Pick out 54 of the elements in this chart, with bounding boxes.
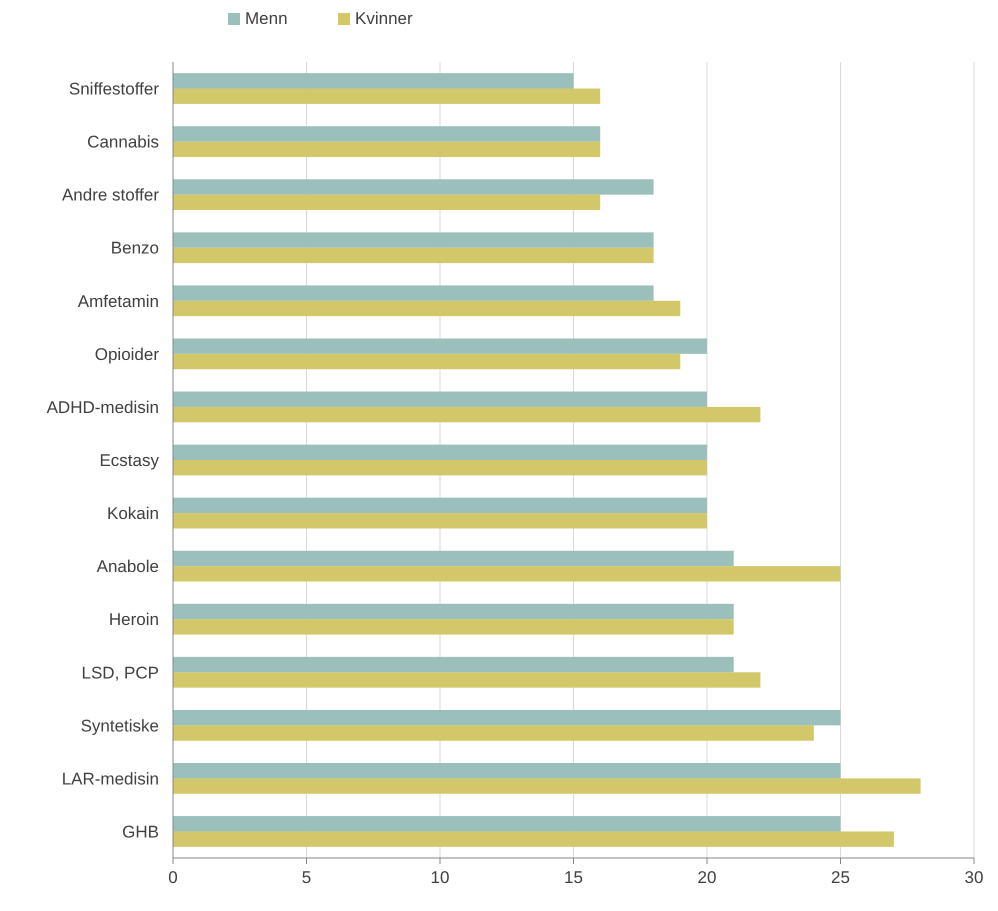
bar bbox=[173, 194, 600, 210]
bar bbox=[173, 338, 707, 354]
bar bbox=[173, 656, 734, 672]
y-tick-label: GHB bbox=[122, 822, 159, 842]
bar bbox=[173, 763, 840, 778]
y-tick-label: Cannabis bbox=[87, 132, 159, 152]
x-tick-label: 5 bbox=[302, 868, 312, 887]
bar bbox=[173, 88, 600, 104]
bar bbox=[173, 179, 654, 195]
legend-label: Menn bbox=[245, 9, 288, 28]
y-tick-label: Anabole bbox=[96, 557, 159, 576]
bar bbox=[173, 725, 814, 741]
bar bbox=[173, 619, 734, 635]
bar bbox=[173, 604, 734, 620]
y-tick-label: Benzo bbox=[110, 238, 159, 258]
bar bbox=[173, 566, 840, 582]
y-tick-label: Kokain bbox=[107, 504, 159, 524]
y-tick-label: ADHD-medisin bbox=[46, 398, 159, 417]
bar bbox=[173, 300, 680, 316]
bar bbox=[173, 710, 840, 726]
bar bbox=[173, 778, 921, 794]
y-tick-label: Opioider bbox=[94, 344, 160, 364]
x-tick-label: 0 bbox=[168, 868, 178, 887]
bar bbox=[173, 460, 707, 476]
bar bbox=[173, 142, 600, 157]
bar bbox=[173, 354, 680, 370]
y-tick-label: Amfetamin bbox=[78, 292, 159, 311]
y-tick-label: LAR-medisin bbox=[62, 769, 159, 788]
bar bbox=[173, 232, 654, 248]
bar bbox=[173, 248, 654, 264]
bar bbox=[173, 444, 707, 460]
bar bbox=[173, 126, 600, 142]
bar bbox=[173, 392, 707, 407]
x-tick-label: 30 bbox=[964, 868, 984, 887]
bar bbox=[173, 513, 707, 528]
bar bbox=[173, 285, 654, 301]
y-tick-label: LSD, PCP bbox=[82, 663, 159, 682]
bar bbox=[173, 406, 760, 422]
bar bbox=[173, 831, 894, 847]
x-tick-label: 20 bbox=[698, 868, 716, 887]
bar bbox=[173, 550, 734, 566]
y-tick-label: Andre stoffer bbox=[62, 186, 160, 205]
y-tick-label: Ecstasy bbox=[99, 451, 160, 470]
bar bbox=[173, 498, 707, 514]
y-tick-label: Sniffestoffer bbox=[68, 80, 160, 99]
x-tick-label: 10 bbox=[430, 868, 450, 887]
x-tick-label: 15 bbox=[564, 868, 583, 887]
y-tick-label: Syntetiske bbox=[80, 716, 159, 736]
y-tick-label: Heroin bbox=[108, 610, 159, 630]
bar bbox=[173, 816, 840, 832]
x-tick-label: 25 bbox=[831, 868, 850, 887]
legend-label: Kvinner bbox=[355, 9, 413, 28]
bar bbox=[173, 672, 760, 688]
bar bbox=[173, 73, 574, 89]
